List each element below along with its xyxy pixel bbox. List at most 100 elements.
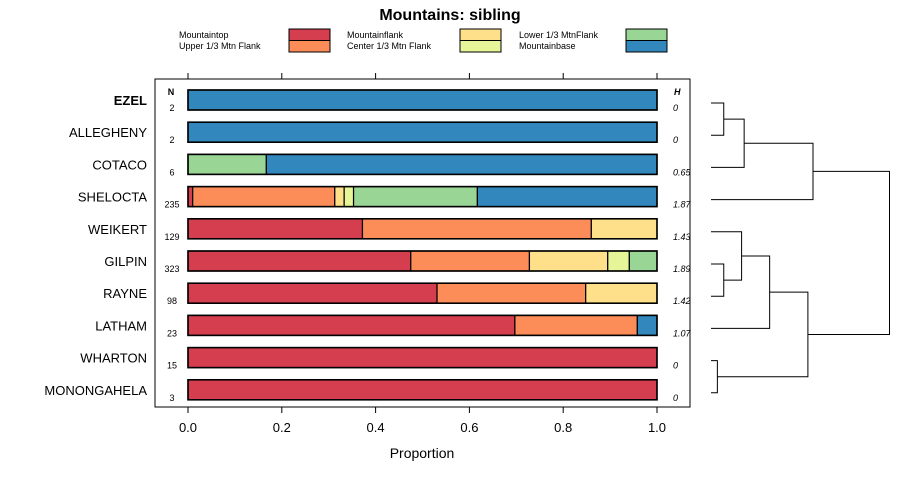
n-value: 3: [169, 393, 174, 403]
n-value: 6: [169, 167, 174, 177]
h-header: H: [674, 87, 681, 97]
bar-segment-upper-1-3-mtn-flank: [514, 314, 638, 336]
dendrogram: [711, 102, 890, 394]
chart-title: Mountains: sibling: [379, 7, 520, 24]
n-header: N: [168, 87, 175, 97]
legend-label-mountaintop: Mountaintop: [179, 30, 229, 40]
legend-label-lower-1-3-mtnflank: Lower 1/3 MtnFlank: [519, 30, 599, 40]
bar-segment-mountainbase: [636, 314, 658, 336]
bar-segment-mountainbase: [476, 186, 658, 208]
dendrogram-link: [711, 102, 725, 136]
x-tick-label: 0.6: [460, 420, 478, 435]
bar-row-weikert: WEIKERT 129 1.43: [88, 218, 691, 242]
bar-segment-mountainbase: [265, 153, 658, 175]
bar-outline: [187, 185, 658, 208]
bar-outline: [187, 346, 658, 369]
h-value: 0: [673, 361, 678, 371]
h-value: 0: [673, 103, 678, 113]
bar-segment-lower-1-3-mtnflank: [187, 153, 267, 175]
n-value: 15: [167, 361, 177, 371]
category-label: MONONGAHELA: [44, 383, 147, 398]
category-label: RAYNE: [103, 286, 147, 301]
h-value: 1.89: [673, 264, 691, 274]
category-label: LATHAM: [95, 318, 147, 333]
bar-outline: [187, 314, 658, 337]
bar-rows: EZEL 2 0 ALLEGHENY 2 0 COTACO 6 0.65 SHELOCTA 235 1…: [44, 89, 692, 403]
bar-segment-upper-1-3-mtn-flank: [361, 218, 592, 240]
dendrogram-link: [711, 263, 725, 297]
legend-swatch-mountainflank: [459, 28, 502, 41]
dendrogram-link: [717, 291, 809, 378]
n-value: 23: [167, 328, 177, 338]
h-value: 0: [673, 135, 678, 145]
bar-segment-mountaintop: [187, 314, 516, 336]
bar-outline: [187, 121, 658, 143]
bar-row-rayne: RAYNE 98 1.42: [103, 282, 691, 306]
bar-row-shelocta: SHELOCTA 235 1.87: [78, 185, 692, 210]
bar-segment-mountaintop: [187, 347, 658, 369]
bar-segment-center-1-3-mtn-flank: [343, 186, 355, 208]
bar-segment-upper-1-3-mtn-flank: [410, 250, 531, 272]
bar-row-cotaco: COTACO 6 0.65: [92, 153, 692, 177]
dendrogram-link: [711, 255, 771, 329]
bar-row-gilpin: GILPIN 323 1.89: [104, 250, 691, 274]
bar-segment-mountainflank: [334, 186, 345, 208]
n-value: 2: [169, 135, 174, 145]
h-value: 1.43: [673, 232, 691, 242]
h-value: 1.07: [673, 328, 692, 338]
bar-row-latham: LATHAM 23 1.07: [95, 314, 692, 338]
bar-segment-mountaintop: [187, 282, 438, 304]
n-value: 235: [164, 200, 179, 210]
n-value: 323: [164, 264, 179, 274]
dendrogram-link: [711, 231, 743, 281]
bar-outline: [187, 153, 658, 176]
bar-segment-mountainflank: [590, 218, 658, 240]
x-axis-label: Proportion: [390, 445, 455, 461]
n-value: 2: [169, 103, 174, 113]
x-tick-label: 0.8: [554, 420, 572, 435]
legend-swatch-mountainbase: [625, 40, 668, 53]
bar-segment-mountaintop: [187, 379, 658, 401]
bar-segment-mountaintop: [187, 218, 364, 240]
category-label: WEIKERT: [88, 222, 147, 237]
h-value: 1.87: [673, 200, 692, 210]
bar-segment-upper-1-3-mtn-flank: [436, 282, 587, 304]
category-label: EZEL: [114, 93, 147, 108]
category-label: ALLEGHENY: [69, 125, 147, 140]
category-label: COTACO: [92, 157, 147, 172]
dendrogram-link: [711, 360, 718, 394]
legend-swatch-lower-1-3-mtnflank: [625, 28, 668, 41]
bar-segment-upper-1-3-mtn-flank: [192, 186, 336, 208]
bar-row-wharton: WHARTON 15 0: [80, 346, 678, 371]
dendrogram-link: [711, 118, 745, 168]
h-value: 0: [673, 393, 678, 403]
h-value: 0.65: [673, 167, 692, 177]
bar-segment-mountainbase: [187, 89, 658, 111]
plot-frame: [154, 78, 691, 408]
bar-outline: [187, 89, 658, 111]
category-label: GILPIN: [104, 254, 147, 269]
n-value: 129: [164, 232, 179, 242]
bar-row-allegheny: ALLEGHENY 2 0: [69, 121, 678, 145]
x-tick-label: 0.0: [179, 420, 197, 435]
legend-label-mountainbase: Mountainbase: [519, 41, 576, 51]
bar-row-monongahela: MONONGAHELA 3 0: [44, 378, 678, 403]
bar-outline: [187, 282, 658, 305]
h-value: 1.42: [673, 296, 691, 306]
bar-row-ezel: EZEL 2 0: [114, 89, 678, 113]
legend-swatch-center-1-3-mtn-flank: [459, 40, 502, 53]
bar-segment-center-1-3-mtn-flank: [607, 250, 630, 272]
legend-label-center-1-3-mtn-flank: Center 1/3 Mtn Flank: [347, 41, 432, 51]
category-label: SHELOCTA: [78, 190, 147, 205]
bar-outline: [187, 218, 658, 240]
x-axis: 0.0 0.2 0.4 0.6 0.8 1.0: [179, 73, 666, 435]
bar-segment-mountainbase: [187, 121, 658, 143]
bar-segment-mountaintop: [187, 250, 412, 272]
x-tick-label: 1.0: [648, 420, 666, 435]
legend-swatch-upper-1-3-mtn-flank: [288, 40, 331, 53]
legend-label-upper-1-3-mtn-flank: Upper 1/3 Mtn Flank: [179, 41, 261, 51]
category-label: WHARTON: [80, 351, 147, 366]
bar-segment-mountainflank: [528, 250, 609, 272]
